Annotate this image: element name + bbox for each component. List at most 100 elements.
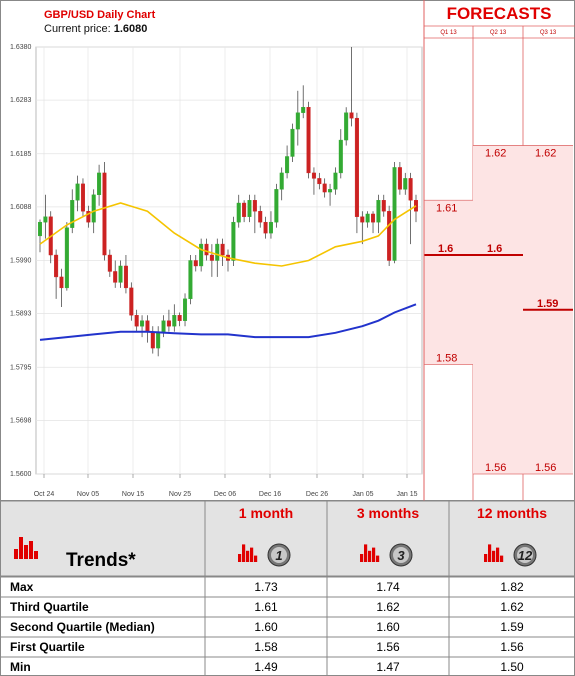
candle-body (397, 167, 402, 190)
candle-body (268, 221, 273, 234)
moving-average-long-line (39, 303, 417, 341)
chart-title: GBP/USD Daily Chart (44, 9, 156, 21)
candlesticks (38, 47, 419, 357)
candle-body (333, 172, 338, 190)
candle-body (156, 331, 161, 349)
candle-body (199, 243, 204, 267)
candlestick (107, 249, 112, 277)
candlestick (387, 205, 392, 266)
candlestick (268, 211, 273, 239)
trend-bar (488, 544, 492, 562)
candle-body (274, 189, 279, 223)
table-cell-value: 1.60 (376, 620, 400, 634)
candlestick (86, 205, 91, 228)
x-tick-label: Nov 05 (77, 491, 99, 498)
candlestick (129, 282, 134, 321)
y-tick-label: 1.5698 (10, 417, 32, 424)
column-trend-icon (238, 544, 258, 562)
candlestick (75, 175, 80, 212)
table-cell-value: 1.59 (500, 620, 524, 634)
column-header-label: 12 months (477, 505, 547, 521)
candlestick (311, 167, 316, 195)
candle-body (134, 315, 139, 327)
candlestick (247, 194, 252, 223)
candlestick (274, 183, 279, 228)
trend-bar (29, 541, 33, 559)
y-tick-label: 1.6380 (10, 44, 32, 51)
candle-body (247, 200, 252, 217)
forecast-range-band (473, 145, 523, 475)
candle-body (322, 183, 327, 193)
candlestick (290, 123, 295, 162)
forecast-median-label: 1.59 (537, 298, 558, 310)
trend-bar (34, 551, 38, 559)
candlestick (333, 167, 338, 195)
table-cell-value: 1.56 (376, 640, 400, 654)
table-cell-value: 1.74 (376, 580, 400, 594)
table-cell-value: 1.62 (376, 600, 400, 614)
trend-bar (372, 547, 376, 562)
table-row-label: Min (10, 660, 31, 674)
candle-body (365, 213, 370, 223)
candlestick (80, 178, 85, 217)
trend-bar (376, 555, 380, 562)
candlestick (231, 216, 236, 266)
candlestick (156, 326, 161, 357)
candlestick (43, 194, 48, 239)
candle-body (338, 139, 343, 174)
table-cell-value: 1.82 (500, 580, 524, 594)
candlestick (183, 293, 188, 327)
candlestick (376, 194, 381, 234)
candlestick (322, 178, 327, 198)
candlestick (38, 219, 43, 253)
candle-body (183, 298, 188, 321)
candle-body (145, 320, 150, 332)
trend-bar (364, 544, 368, 562)
table-row-label: Third Quartile (10, 600, 89, 614)
candlestick (349, 47, 354, 127)
x-tick-label: Nov 25 (169, 491, 191, 498)
candlestick (317, 172, 322, 190)
forecast-median-label: 1.6 (487, 243, 502, 255)
forecast-median-label: 1.6 (438, 243, 453, 255)
candle-body (204, 243, 209, 256)
current-price: Current price: 1.6080 (44, 23, 148, 35)
candlestick (306, 101, 311, 179)
x-axis-ticks: Oct 24 Nov 05 Nov 15 Nov 25 Dec 06 Dec 16 Dec … (34, 491, 418, 498)
trend-bar (246, 550, 250, 562)
forecast-quarter-label: Q3 13 (540, 30, 557, 36)
candle-body (129, 287, 134, 316)
x-tick-label: Jan 15 (396, 491, 417, 498)
candle-body (349, 112, 354, 119)
candle-body (387, 211, 392, 261)
candlestick (403, 172, 408, 195)
y-axis-ticks: 1.6380 1.6283 1.6185 1.6088 1.5990 1.5893 1.57… (10, 44, 32, 478)
table-cell-value: 1.56 (500, 640, 524, 654)
candlestick (365, 211, 370, 228)
candle-body (236, 202, 241, 223)
trend-bar (492, 550, 496, 562)
candlestick (258, 205, 263, 228)
candle-body (301, 107, 306, 113)
candle-body (193, 260, 198, 267)
candlestick (279, 167, 284, 201)
moving-average-short-line (39, 202, 417, 267)
candlestick (252, 194, 257, 234)
candlestick (392, 161, 397, 264)
y-tick-label: 1.5893 (10, 311, 32, 318)
candlestick (285, 145, 290, 179)
candlestick (134, 309, 139, 332)
candle-body (220, 243, 225, 256)
table-cell-value: 1.58 (254, 640, 278, 654)
candle-body (285, 156, 290, 174)
candle-body (360, 216, 365, 223)
forecast-high-label: 1.62 (485, 148, 506, 160)
trend-bar (19, 537, 23, 559)
candle-body (91, 194, 96, 223)
horizon-badge-number: 3 (397, 548, 405, 563)
candle-body (279, 172, 284, 190)
candle-body (258, 211, 263, 223)
table-cell-value: 1.73 (254, 580, 278, 594)
horizon-badge-inner (517, 547, 533, 563)
